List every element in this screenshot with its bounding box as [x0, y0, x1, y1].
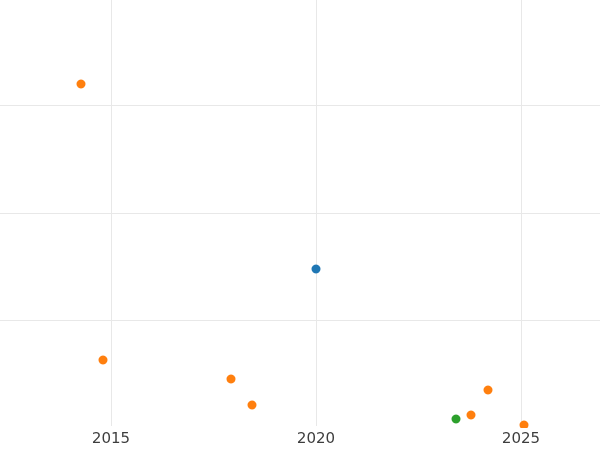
plot-area: [0, 0, 600, 428]
orange-data-point[interactable]: [466, 410, 476, 420]
horizontal-gridline: [0, 212, 600, 214]
orange-data-point[interactable]: [519, 420, 529, 428]
orange-data-point[interactable]: [76, 79, 86, 89]
blue-data-point[interactable]: [311, 264, 321, 274]
x-tick-label-2015: 2015: [91, 429, 131, 447]
green-data-point[interactable]: [451, 414, 460, 424]
horizontal-gridline: [0, 319, 600, 321]
orange-data-point[interactable]: [98, 355, 108, 365]
orange-data-point[interactable]: [226, 374, 236, 383]
vertical-gridline-2025: [521, 0, 522, 426]
vertical-gridline-2020: [316, 0, 317, 426]
orange-data-point[interactable]: [483, 385, 493, 395]
orange-data-point[interactable]: [247, 400, 257, 410]
x-tick-label-2025: 2025: [501, 429, 541, 447]
horizontal-gridline: [0, 105, 600, 106]
vertical-gridline-2015: [111, 0, 112, 426]
x-tick-label-2020: 2020: [296, 429, 336, 447]
